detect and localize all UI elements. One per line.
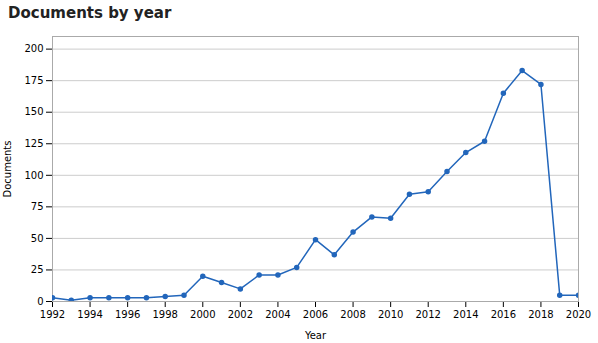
svg-text:175: 175 (24, 75, 43, 86)
svg-text:100: 100 (24, 170, 43, 181)
svg-text:Year: Year (304, 330, 327, 341)
svg-text:125: 125 (24, 138, 43, 149)
svg-text:2002: 2002 (228, 309, 253, 320)
svg-text:2018: 2018 (528, 309, 553, 320)
svg-text:150: 150 (24, 106, 43, 117)
html-text:Documents by year: Documents by year (8, 4, 172, 22)
svg-text:2012: 2012 (415, 309, 440, 320)
svg-text:Documents: Documents (2, 140, 13, 197)
svg-text:2016: 2016 (491, 309, 516, 320)
svg-text:200: 200 (24, 43, 43, 54)
svg-text:1994: 1994 (77, 309, 102, 320)
svg-text:2010: 2010 (378, 309, 403, 320)
svg-text:25: 25 (31, 264, 44, 275)
svg-text:2000: 2000 (190, 309, 215, 320)
svg-text:2004: 2004 (265, 309, 290, 320)
svg-text:2020: 2020 (566, 309, 591, 320)
svg-text:2014: 2014 (453, 309, 478, 320)
svg-text:1998: 1998 (152, 309, 177, 320)
svg-text:75: 75 (31, 201, 44, 212)
svg-text:2008: 2008 (340, 309, 365, 320)
svg-text:1996: 1996 (115, 309, 140, 320)
svg-text:0: 0 (37, 296, 43, 307)
svg-text:50: 50 (31, 233, 44, 244)
svg-text:2006: 2006 (303, 309, 328, 320)
svg-text:1992: 1992 (40, 309, 65, 320)
